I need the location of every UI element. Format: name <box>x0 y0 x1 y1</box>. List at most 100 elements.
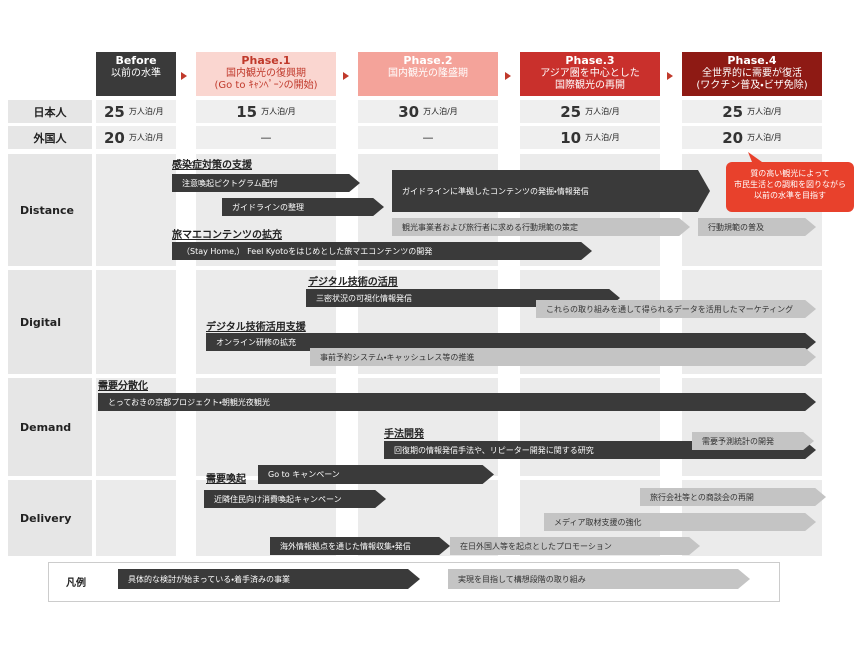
arrow-gray <box>392 218 690 236</box>
arrow-text: これらの取り組みを通して得られるデータを活用したマーケティング <box>536 300 805 318</box>
arrow-label: ガイドラインに準拠したコンテンツの発掘・情報発信 <box>402 186 589 196</box>
connector <box>667 72 673 80</box>
legend-title-text: 凡例 <box>66 578 86 589</box>
connector <box>181 72 187 80</box>
phase-subtitle: 国内観光の復興期 <box>226 68 306 79</box>
arrow-label: 旅行会社等との商談会の再開 <box>650 492 754 502</box>
phase-header: Phase.4 全世界的に需要が復活 (ワクチン普及・ビザ免除) <box>682 52 822 96</box>
arrow-gray <box>692 432 814 450</box>
visitor-value: 20 <box>104 128 125 147</box>
phase-subtitle: 国際観光の再開 <box>555 80 625 91</box>
callout-line: 質の高い観光によって <box>750 169 830 178</box>
arrow-text: 海外情報拠点を通じた情報収集・発信 <box>270 537 439 555</box>
arrow-dark <box>206 333 816 351</box>
heading: 手法開発 <box>384 425 584 440</box>
column-bg <box>96 480 176 556</box>
arrow-text: 行動規範の普及 <box>698 218 805 236</box>
arrow-text: 旅行会社等との商談会の再開 <box>640 488 815 506</box>
unit: 万人泊/月 <box>585 107 620 116</box>
visitor-cell: 20 万人泊/月 <box>682 126 822 149</box>
arrow-label: 近隣住民向け消費喚起キャンペーン <box>214 494 342 504</box>
visitor-cell: 10 万人泊/月 <box>520 126 660 149</box>
callout-line: 以前の水準を目指す <box>754 191 826 200</box>
visitor-value: — <box>422 131 434 144</box>
arrow-label: これらの取り組みを通して得られるデータを活用したマーケティング <box>546 304 794 314</box>
phase-subtitle: (ワクチン普及・ビザ免除) <box>696 80 808 91</box>
arrow-dark <box>172 242 592 260</box>
visitor-value: 20 <box>722 128 744 147</box>
arrow-text: とっておきの京都プロジェクト・朝観光夜観光 <box>98 393 805 411</box>
arrow-text: オンライン研修の拡充 <box>206 333 805 351</box>
phase-title: Phase.4 <box>727 54 777 67</box>
arrow-label: 注意喚起ピクトグラム配付 <box>182 178 278 188</box>
arrow-dark <box>172 174 360 192</box>
unit: 万人泊/月 <box>128 107 164 116</box>
heading: 需要分散化 <box>98 377 298 392</box>
arrow-gray <box>536 300 816 318</box>
legend-title: 凡例 <box>66 574 106 589</box>
heading-text: デジタル技術活用支援 <box>206 322 306 333</box>
arrow-text: 実現を目指して構想段階の取り組み <box>448 569 738 589</box>
phase-subtitle: 国内観光の隆盛期 <box>388 68 468 79</box>
arrow-text: 近隣住民向け消費喚起キャンペーン <box>204 490 375 508</box>
arrow-text: 事前予約システム・キャッシュレス等の推進 <box>310 348 805 366</box>
arrow-label: 海外情報拠点を通じた情報収集・発信 <box>280 541 411 551</box>
section-label: Distance <box>8 154 92 266</box>
row-label-text: 日本人 <box>33 105 67 119</box>
unit: 万人泊/月 <box>747 133 782 142</box>
visitor-value: 25 <box>722 102 744 121</box>
unit: 万人泊/月 <box>747 107 782 116</box>
phase-header: Phase.3 アジア圏を中心とした 国際観光の再開 <box>520 52 660 96</box>
arrow-gray <box>544 513 816 531</box>
heading-text: デジタル技術の活用 <box>308 277 398 288</box>
arrow-text: 三密状況の可視化情報発信 <box>306 289 609 307</box>
phase-header: Phase.1 国内観光の復興期 (Go to ｷｬﾝﾍﾟｰﾝの開始) <box>196 52 336 96</box>
row-label: 外国人 <box>8 126 92 149</box>
heading-text: 需要喚起 <box>206 474 246 485</box>
arrow-text: メディア取材支援の強化 <box>544 513 805 531</box>
phase-subtitle: 全世界的に需要が復活 <box>702 68 802 79</box>
heading: デジタル技術の活用 <box>308 273 508 288</box>
arrow-label: 需要予測統計の開発 <box>702 436 774 446</box>
column-bg <box>96 270 176 374</box>
visitor-value: 25 <box>104 102 125 121</box>
arrow-label: 具体的な検討が始まっている・着手済みの事業 <box>128 574 290 584</box>
arrow-gray <box>640 488 826 506</box>
visitor-value: 15 <box>236 102 258 121</box>
arrow-label: 三密状況の可視化情報発信 <box>316 293 412 303</box>
arrow-label: ガイドラインの整理 <box>232 202 304 212</box>
arrow-dark <box>270 537 450 555</box>
connector <box>343 72 349 80</box>
arrow-text: 注意喚起ピクトグラム配付 <box>172 174 349 192</box>
phase-title: Phase.1 <box>241 54 291 67</box>
phase-header: Phase.2 国内観光の隆盛期 <box>358 52 498 96</box>
arrow-text: 需要予測統計の開発 <box>692 432 803 450</box>
arrow-text: 回復期の情報発信手法や、リピーター開発に関する研究 <box>384 441 805 459</box>
visitor-value: 30 <box>398 102 420 121</box>
section-name: Distance <box>20 203 74 217</box>
visitor-cell: 25 万人泊/月 <box>682 100 822 123</box>
arrow-label: Go to キャンペーン <box>268 470 340 479</box>
arrow-label: （Stay Home,） Feel Kyotoをはじめとした旅マエコンテンツの開… <box>182 246 433 256</box>
section-name: Digital <box>20 315 61 329</box>
arrow-text: 具体的な検討が始まっている・着手済みの事業 <box>118 569 408 589</box>
visitor-cell: — <box>358 126 498 149</box>
phase-title: Before <box>115 54 157 67</box>
heading-text: 旅マエコンテンツの拡充 <box>172 230 282 241</box>
arrow-dark <box>258 465 494 484</box>
column-bg <box>96 154 176 266</box>
visitor-value: 10 <box>560 128 582 147</box>
visitor-cell: — <box>196 126 336 149</box>
connector <box>505 72 511 80</box>
unit: 万人泊/月 <box>128 133 164 142</box>
phase-title: Phase.2 <box>403 54 453 67</box>
arrow-text: ガイドラインの整理 <box>222 198 373 216</box>
row-label: 日本人 <box>8 100 92 123</box>
arrow-label: 行動規範の普及 <box>708 222 764 232</box>
visitor-cell: 15 万人泊/月 <box>196 100 336 123</box>
arrow-dark <box>98 393 816 411</box>
arrow-gray <box>310 348 816 366</box>
